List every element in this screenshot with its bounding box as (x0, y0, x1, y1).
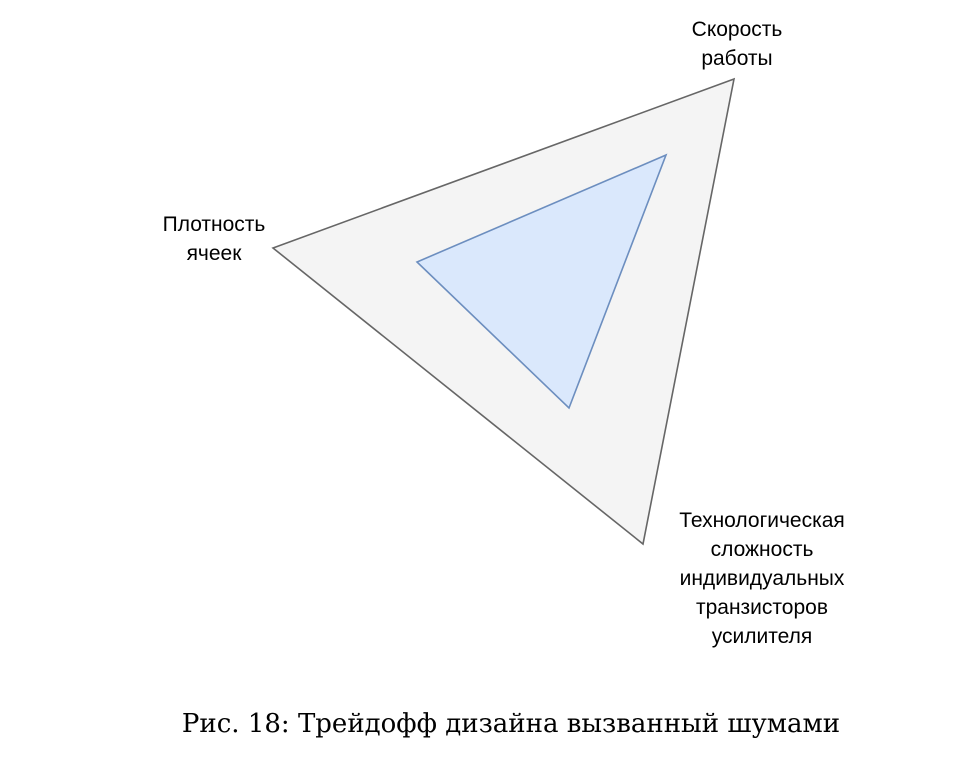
vertex-label-speed: Скорость работы (666, 15, 808, 73)
vertex-label-density-line: Плотность (162, 213, 266, 236)
vertex-label-speed-line: работы (701, 47, 773, 70)
vertex-label-complexity-line: Технологическая (679, 509, 845, 532)
figure-caption: Рис. 18: Трейдофф дизайна вызванный шума… (181, 709, 841, 739)
vertex-label-complexity: Технологическая сложность индивидуальных… (650, 506, 874, 651)
vertex-label-complexity-line: транзисторов (695, 596, 828, 619)
inner-triangle (415, 153, 668, 410)
vertex-label-speed-line: Скорость (691, 18, 783, 41)
vertex-label-complexity-line: сложность (710, 538, 814, 561)
vertex-label-density: Плотность ячеек (134, 210, 294, 268)
vertex-label-complexity-line: индивидуальных (679, 567, 845, 590)
vertex-label-density-line: ячеек (186, 242, 242, 265)
vertex-label-complexity-line: усилителя (711, 625, 813, 648)
